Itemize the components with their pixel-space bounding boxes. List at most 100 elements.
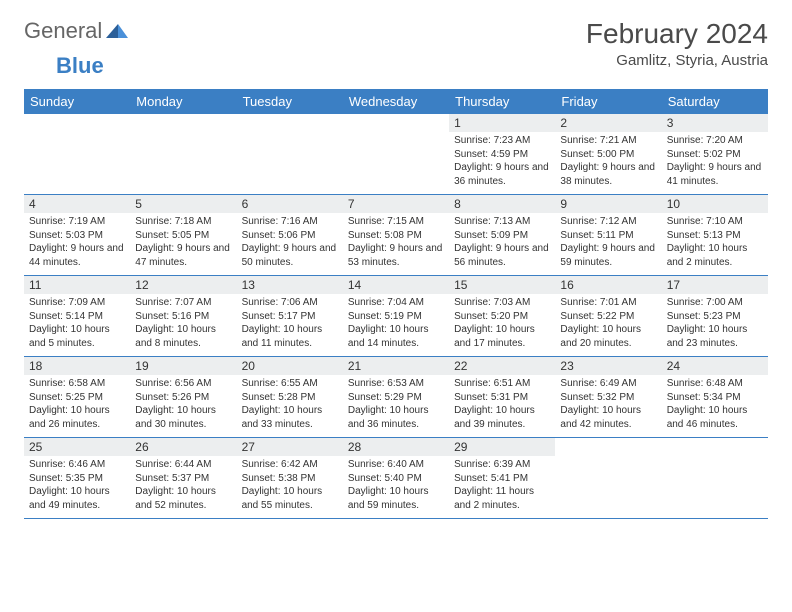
weekday-header-row: SundayMondayTuesdayWednesdayThursdayFrid… [24, 89, 768, 114]
day-number: 18 [24, 357, 130, 375]
calendar-cell: 21Sunrise: 6:53 AMSunset: 5:29 PMDayligh… [343, 357, 449, 438]
calendar-cell: 10Sunrise: 7:10 AMSunset: 5:13 PMDayligh… [662, 195, 768, 276]
calendar-cell: 1Sunrise: 7:23 AMSunset: 4:59 PMDaylight… [449, 114, 555, 195]
calendar-table: SundayMondayTuesdayWednesdayThursdayFrid… [24, 89, 768, 519]
day-number: 15 [449, 276, 555, 294]
weekday-header: Tuesday [237, 89, 343, 114]
calendar-cell [237, 114, 343, 195]
day-info: Sunrise: 6:58 AMSunset: 5:25 PMDaylight:… [24, 375, 130, 437]
title-block: February 2024 Gamlitz, Styria, Austria [586, 18, 768, 69]
day-number: 25 [24, 438, 130, 456]
calendar-cell: 29Sunrise: 6:39 AMSunset: 5:41 PMDayligh… [449, 438, 555, 519]
day-number: 5 [130, 195, 236, 213]
logo-text-2: Blue [56, 53, 104, 78]
calendar-cell: 19Sunrise: 6:56 AMSunset: 5:26 PMDayligh… [130, 357, 236, 438]
day-info: Sunrise: 6:46 AMSunset: 5:35 PMDaylight:… [24, 456, 130, 518]
day-number: 24 [662, 357, 768, 375]
day-number: 16 [555, 276, 661, 294]
day-number: 3 [662, 114, 768, 132]
day-number: 13 [237, 276, 343, 294]
calendar-cell: 22Sunrise: 6:51 AMSunset: 5:31 PMDayligh… [449, 357, 555, 438]
calendar-cell: 8Sunrise: 7:13 AMSunset: 5:09 PMDaylight… [449, 195, 555, 276]
day-number: 23 [555, 357, 661, 375]
day-info: Sunrise: 6:40 AMSunset: 5:40 PMDaylight:… [343, 456, 449, 518]
day-number: 11 [24, 276, 130, 294]
calendar-cell: 28Sunrise: 6:40 AMSunset: 5:40 PMDayligh… [343, 438, 449, 519]
calendar-cell: 9Sunrise: 7:12 AMSunset: 5:11 PMDaylight… [555, 195, 661, 276]
calendar-cell [555, 438, 661, 519]
day-number: 12 [130, 276, 236, 294]
day-number: 10 [662, 195, 768, 213]
calendar-cell: 11Sunrise: 7:09 AMSunset: 5:14 PMDayligh… [24, 276, 130, 357]
day-number: 27 [237, 438, 343, 456]
calendar-cell: 14Sunrise: 7:04 AMSunset: 5:19 PMDayligh… [343, 276, 449, 357]
weekday-header: Friday [555, 89, 661, 114]
day-info: Sunrise: 6:53 AMSunset: 5:29 PMDaylight:… [343, 375, 449, 437]
calendar-cell: 7Sunrise: 7:15 AMSunset: 5:08 PMDaylight… [343, 195, 449, 276]
day-info: Sunrise: 7:20 AMSunset: 5:02 PMDaylight:… [662, 132, 768, 194]
calendar-cell: 26Sunrise: 6:44 AMSunset: 5:37 PMDayligh… [130, 438, 236, 519]
empty-day [662, 438, 768, 456]
calendar-cell: 17Sunrise: 7:00 AMSunset: 5:23 PMDayligh… [662, 276, 768, 357]
logo-text-1: General [24, 18, 102, 44]
day-number: 28 [343, 438, 449, 456]
day-info: Sunrise: 7:10 AMSunset: 5:13 PMDaylight:… [662, 213, 768, 275]
calendar-week-row: 25Sunrise: 6:46 AMSunset: 5:35 PMDayligh… [24, 438, 768, 519]
day-info: Sunrise: 6:39 AMSunset: 5:41 PMDaylight:… [449, 456, 555, 518]
day-info: Sunrise: 6:55 AMSunset: 5:28 PMDaylight:… [237, 375, 343, 437]
calendar-cell: 27Sunrise: 6:42 AMSunset: 5:38 PMDayligh… [237, 438, 343, 519]
day-number: 7 [343, 195, 449, 213]
calendar-cell [343, 114, 449, 195]
calendar-week-row: 18Sunrise: 6:58 AMSunset: 5:25 PMDayligh… [24, 357, 768, 438]
day-number: 22 [449, 357, 555, 375]
calendar-cell [130, 114, 236, 195]
calendar-cell: 16Sunrise: 7:01 AMSunset: 5:22 PMDayligh… [555, 276, 661, 357]
calendar-cell: 2Sunrise: 7:21 AMSunset: 5:00 PMDaylight… [555, 114, 661, 195]
calendar-cell: 6Sunrise: 7:16 AMSunset: 5:06 PMDaylight… [237, 195, 343, 276]
calendar-week-row: 11Sunrise: 7:09 AMSunset: 5:14 PMDayligh… [24, 276, 768, 357]
calendar-week-row: 1Sunrise: 7:23 AMSunset: 4:59 PMDaylight… [24, 114, 768, 195]
day-info: Sunrise: 6:48 AMSunset: 5:34 PMDaylight:… [662, 375, 768, 437]
day-info: Sunrise: 6:44 AMSunset: 5:37 PMDaylight:… [130, 456, 236, 518]
calendar-cell: 18Sunrise: 6:58 AMSunset: 5:25 PMDayligh… [24, 357, 130, 438]
empty-day [555, 438, 661, 456]
weekday-header: Sunday [24, 89, 130, 114]
day-number: 14 [343, 276, 449, 294]
day-info: Sunrise: 7:21 AMSunset: 5:00 PMDaylight:… [555, 132, 661, 194]
day-number: 2 [555, 114, 661, 132]
calendar-cell: 23Sunrise: 6:49 AMSunset: 5:32 PMDayligh… [555, 357, 661, 438]
day-info: Sunrise: 7:09 AMSunset: 5:14 PMDaylight:… [24, 294, 130, 356]
day-number: 8 [449, 195, 555, 213]
month-title: February 2024 [586, 18, 768, 50]
day-number: 9 [555, 195, 661, 213]
day-info: Sunrise: 7:23 AMSunset: 4:59 PMDaylight:… [449, 132, 555, 194]
calendar-cell: 24Sunrise: 6:48 AMSunset: 5:34 PMDayligh… [662, 357, 768, 438]
day-number: 20 [237, 357, 343, 375]
weekday-header: Saturday [662, 89, 768, 114]
calendar-cell: 3Sunrise: 7:20 AMSunset: 5:02 PMDaylight… [662, 114, 768, 195]
day-number: 4 [24, 195, 130, 213]
day-number: 1 [449, 114, 555, 132]
weekday-header: Thursday [449, 89, 555, 114]
weekday-header: Wednesday [343, 89, 449, 114]
day-number: 6 [237, 195, 343, 213]
day-number: 26 [130, 438, 236, 456]
empty-day [24, 114, 130, 132]
calendar-cell: 4Sunrise: 7:19 AMSunset: 5:03 PMDaylight… [24, 195, 130, 276]
day-info: Sunrise: 7:06 AMSunset: 5:17 PMDaylight:… [237, 294, 343, 356]
empty-day [130, 114, 236, 132]
day-number: 21 [343, 357, 449, 375]
calendar-cell: 12Sunrise: 7:07 AMSunset: 5:16 PMDayligh… [130, 276, 236, 357]
day-info: Sunrise: 7:03 AMSunset: 5:20 PMDaylight:… [449, 294, 555, 356]
day-number: 29 [449, 438, 555, 456]
day-info: Sunrise: 7:19 AMSunset: 5:03 PMDaylight:… [24, 213, 130, 275]
empty-day [343, 114, 449, 132]
day-number: 17 [662, 276, 768, 294]
day-info: Sunrise: 7:18 AMSunset: 5:05 PMDaylight:… [130, 213, 236, 275]
day-info: Sunrise: 7:07 AMSunset: 5:16 PMDaylight:… [130, 294, 236, 356]
day-info: Sunrise: 7:01 AMSunset: 5:22 PMDaylight:… [555, 294, 661, 356]
day-info: Sunrise: 7:04 AMSunset: 5:19 PMDaylight:… [343, 294, 449, 356]
day-info: Sunrise: 7:00 AMSunset: 5:23 PMDaylight:… [662, 294, 768, 356]
logo-triangle-icon [106, 22, 128, 40]
calendar-cell: 25Sunrise: 6:46 AMSunset: 5:35 PMDayligh… [24, 438, 130, 519]
